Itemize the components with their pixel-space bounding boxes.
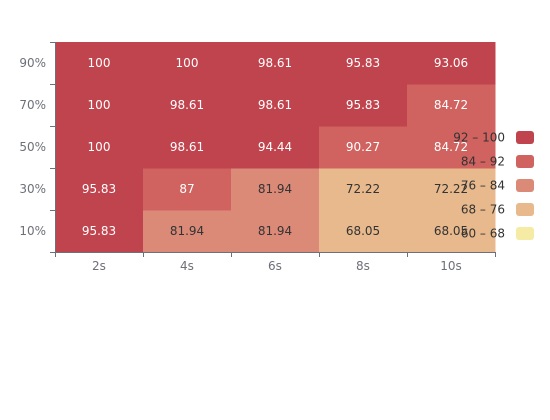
- heatmap-cell: [231, 42, 320, 85]
- cell-value-label: 81.94: [258, 182, 292, 196]
- cell-value-label: 68.05: [434, 224, 468, 238]
- y-axis-tick-label: 30%: [19, 182, 46, 196]
- cell-value-label: 98.61: [258, 56, 292, 70]
- legend-item[interactable]: 84 – 92: [461, 155, 534, 169]
- cell-value-label: 98.61: [258, 98, 292, 112]
- cell-value-label: 90.27: [346, 140, 380, 154]
- legend-item[interactable]: 76 – 84: [461, 179, 534, 193]
- legend-swatch[interactable]: [516, 203, 534, 216]
- heatmap-cell: [231, 126, 320, 169]
- heatmap-cell: [143, 84, 232, 127]
- y-axis-tick-label: 10%: [19, 224, 46, 238]
- axes: 2s 4s 6s 8s 10s 10% 30% 50% 70% 90%: [19, 42, 496, 273]
- legend-item[interactable]: 92 – 100: [453, 131, 534, 145]
- heatmap-cells: 95.83 81.94 81.94 68.05 68.05 95.83 87 81.94 72.…: [55, 42, 496, 253]
- legend-item[interactable]: 60 – 68: [461, 227, 534, 241]
- heatmap-cell: [319, 168, 408, 211]
- cell-value-label: 98.61: [170, 98, 204, 112]
- heatmap-cell: [231, 210, 320, 253]
- heatmap-cell: [143, 168, 232, 211]
- cell-value-label: 95.83: [82, 224, 116, 238]
- cell-value-label: 87: [179, 182, 194, 196]
- cell-value-label: 100: [88, 56, 111, 70]
- cell-value-label: 95.83: [82, 182, 116, 196]
- legend-label: 68 – 76: [461, 203, 505, 217]
- heatmap-cell: [407, 42, 496, 85]
- cell-value-label: 81.94: [170, 224, 204, 238]
- heatmap-cell: [55, 42, 144, 85]
- legend: 92 – 100 84 – 92 76 – 84 68 – 76 60 – 68: [453, 131, 534, 241]
- cell-value-label: 94.44: [258, 140, 292, 154]
- heatmap-cell: [55, 126, 144, 169]
- heatmap-cell: [407, 126, 496, 169]
- cell-value-label: 72.22: [434, 182, 468, 196]
- cell-value-label: 84.72: [434, 98, 468, 112]
- legend-swatch[interactable]: [516, 179, 534, 192]
- heatmap-cell: [231, 84, 320, 127]
- x-axis-tick-label: 6s: [268, 259, 282, 273]
- cell-value-label: 93.06: [434, 56, 468, 70]
- legend-swatch[interactable]: [516, 131, 534, 144]
- cell-value-label: 100: [88, 140, 111, 154]
- legend-label: 76 – 84: [461, 179, 505, 193]
- legend-swatch[interactable]: [516, 155, 534, 168]
- cell-value-label: 95.83: [346, 56, 380, 70]
- heatmap-cell: [407, 210, 496, 253]
- cell-value-label: 100: [176, 56, 199, 70]
- y-axis-tick-label: 90%: [19, 56, 46, 70]
- legend-swatch[interactable]: [516, 227, 534, 240]
- heatmap-cell: [319, 42, 408, 85]
- cell-value-label: 72.22: [346, 182, 380, 196]
- heatmap-cell: [143, 126, 232, 169]
- heatmap-cell: [407, 168, 496, 211]
- y-axis-tick-label: 50%: [19, 140, 46, 154]
- heatmap-cell: [55, 210, 144, 253]
- x-axis-tick-label: 10s: [440, 259, 462, 273]
- cell-value-label: 95.83: [346, 98, 380, 112]
- y-axis-tick-label: 70%: [19, 98, 46, 112]
- heatmap-cell: [55, 84, 144, 127]
- legend-item[interactable]: 68 – 76: [461, 203, 534, 217]
- x-axis-tick-label: 8s: [356, 259, 370, 273]
- heatmap-cell: [407, 84, 496, 127]
- heatmap-cell: [55, 168, 144, 211]
- x-axis-tick-label: 2s: [92, 259, 106, 273]
- cell-value-label: 100: [88, 98, 111, 112]
- cell-value-label: 81.94: [258, 224, 292, 238]
- cell-value-label: 84.72: [434, 140, 468, 154]
- cell-value-label: 68.05: [346, 224, 380, 238]
- heatmap-cell: [231, 168, 320, 211]
- heatmap-cell: [319, 210, 408, 253]
- legend-label: 60 – 68: [461, 227, 505, 241]
- legend-label: 84 – 92: [461, 155, 505, 169]
- heatmap-cell: [319, 126, 408, 169]
- x-axis-tick-label: 4s: [180, 259, 194, 273]
- cell-value-label: 98.61: [170, 140, 204, 154]
- heatmap-cell: [143, 42, 232, 85]
- legend-label: 92 – 100: [453, 131, 505, 145]
- heatmap-cell: [143, 210, 232, 253]
- heatmap-cell: [319, 84, 408, 127]
